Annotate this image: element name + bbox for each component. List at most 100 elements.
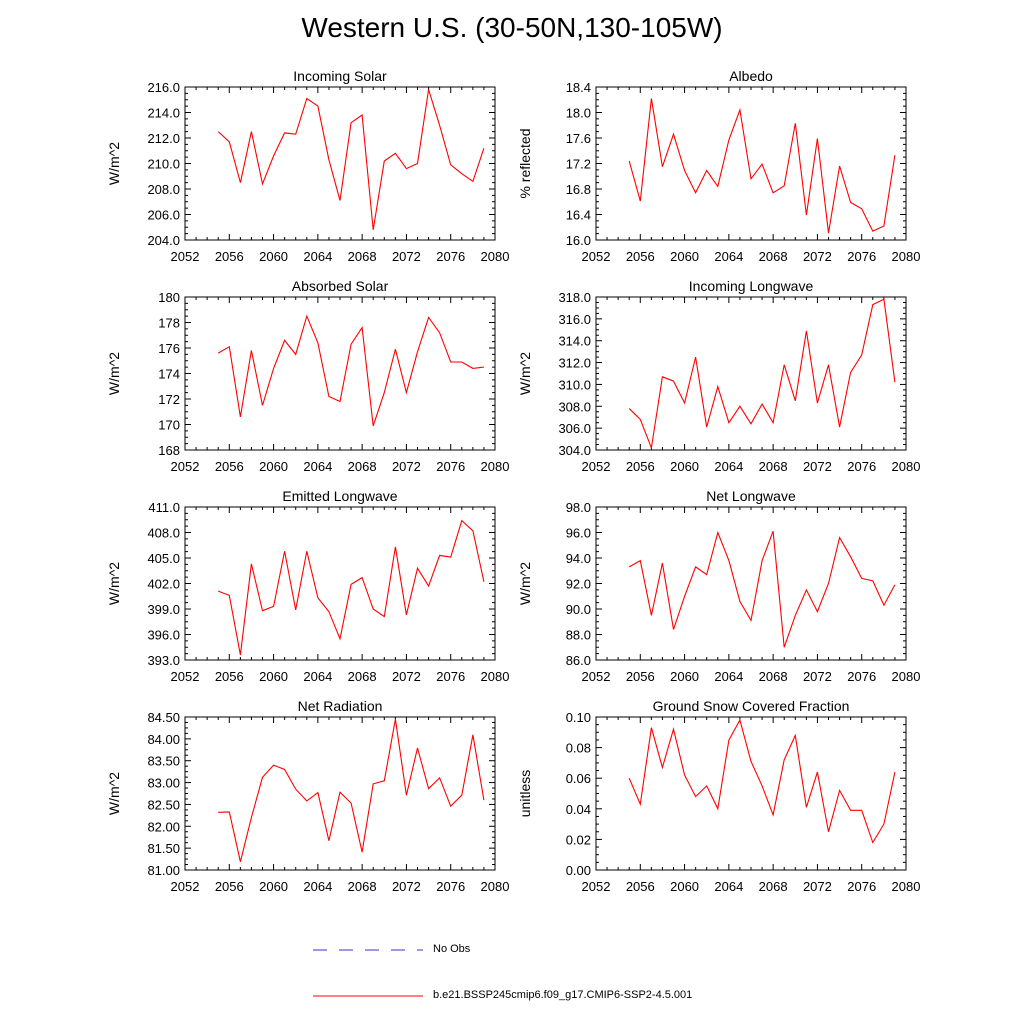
y-tick-label: 405.0 — [147, 551, 180, 566]
legend-label: b.e21.BSSP245cmip6.f09_g17.CMIP6-SSP2-4.… — [433, 989, 693, 1001]
x-tick-label: 2056 — [626, 879, 655, 894]
y-tick-label: 82.50 — [147, 797, 180, 812]
y-tick-label: 88.0 — [566, 628, 591, 643]
y-tick-label: 212.0 — [147, 131, 180, 146]
x-tick-label: 2068 — [348, 249, 377, 264]
plot-frame — [595, 716, 907, 871]
y-tick-label: 0.02 — [566, 832, 591, 847]
plot-frame — [595, 506, 907, 661]
y-axis-label: W/m^2 — [106, 562, 122, 605]
y-tick-label: 0.10 — [566, 710, 591, 725]
chart-panel: 2052 2056 2060 2064 2068 2072 2076 2080 16.0 16.4… — [517, 68, 920, 264]
x-tick-label: 2060 — [259, 669, 288, 684]
y-axis-label: W/m^2 — [517, 562, 533, 605]
y-tick-label: 312.0 — [558, 356, 591, 371]
y-tick-label: 206.0 — [147, 208, 180, 223]
x-tick-label: 2072 — [392, 669, 421, 684]
x-tick-label: 2072 — [803, 249, 832, 264]
x-tick-label: 2068 — [759, 879, 788, 894]
y-axis-label: % reflected — [517, 128, 533, 198]
x-tick-label: 2072 — [392, 879, 421, 894]
x-tick-label: 2068 — [348, 879, 377, 894]
x-tick-label: 2064 — [714, 459, 743, 474]
y-tick-label: 216.0 — [147, 80, 180, 95]
x-tick-label: 2060 — [259, 459, 288, 474]
x-tick-label: 2080 — [892, 249, 921, 264]
plot-frame — [595, 86, 907, 241]
x-tick-label: 2080 — [481, 879, 510, 894]
x-tick-label: 2052 — [171, 459, 200, 474]
y-tick-label: 92.0 — [566, 577, 591, 592]
y-tick-label: 310.0 — [558, 377, 591, 392]
x-tick-label: 2076 — [436, 879, 465, 894]
y-tick-label: 318.0 — [558, 290, 591, 305]
plot-frame — [595, 296, 907, 451]
y-tick-label: 393.0 — [147, 653, 180, 668]
series-line — [628, 530, 896, 648]
y-tick-label: 0.04 — [566, 802, 591, 817]
x-tick-label: 2060 — [670, 459, 699, 474]
y-tick-label: 168 — [158, 443, 180, 458]
plot-frame — [184, 296, 496, 451]
y-tick-label: 81.50 — [147, 841, 180, 856]
y-tick-label: 84.50 — [147, 710, 180, 725]
x-tick-label: 2068 — [759, 669, 788, 684]
y-tick-label: 18.0 — [566, 106, 591, 121]
y-tick-label: 16.4 — [566, 208, 591, 223]
x-tick-label: 2072 — [392, 459, 421, 474]
y-tick-label: 396.0 — [147, 628, 180, 643]
y-tick-label: 408.0 — [147, 526, 180, 541]
y-tick-label: 84.00 — [147, 732, 180, 747]
legend-item-no-obs: No Obs — [0, 940, 1024, 960]
y-tick-label: 204.0 — [147, 233, 180, 248]
x-tick-label: 2056 — [215, 459, 244, 474]
x-tick-label: 2060 — [259, 879, 288, 894]
x-tick-label: 2076 — [436, 669, 465, 684]
x-tick-label: 2076 — [847, 879, 876, 894]
x-tick-label: 2076 — [847, 669, 876, 684]
x-tick-label: 2068 — [759, 249, 788, 264]
x-tick-label: 2080 — [481, 459, 510, 474]
x-tick-label: 2056 — [626, 249, 655, 264]
x-tick-label: 2064 — [714, 669, 743, 684]
y-tick-label: 17.6 — [566, 131, 591, 146]
x-tick-label: 2060 — [670, 669, 699, 684]
y-axis-label: W/m^2 — [106, 772, 122, 815]
series-line — [217, 89, 485, 230]
x-tick-label: 2076 — [436, 459, 465, 474]
x-tick-label: 2052 — [582, 249, 611, 264]
y-axis-label: W/m^2 — [517, 352, 533, 395]
x-tick-label: 2052 — [582, 669, 611, 684]
x-tick-label: 2080 — [892, 669, 921, 684]
panel-title: Emitted Longwave — [282, 488, 397, 504]
y-tick-label: 0.08 — [566, 741, 591, 756]
x-tick-label: 2064 — [714, 879, 743, 894]
y-tick-label: 17.2 — [566, 157, 591, 172]
y-axis-label: unitless — [517, 770, 533, 817]
page-title: Western U.S. (30-50N,130-105W) — [301, 12, 723, 43]
x-tick-label: 2052 — [582, 879, 611, 894]
y-tick-label: 399.0 — [147, 602, 180, 617]
y-tick-label: 208.0 — [147, 182, 180, 197]
panel-title: Albedo — [729, 68, 773, 84]
series-line — [628, 298, 896, 450]
y-axis-label: W/m^2 — [106, 352, 122, 395]
x-tick-label: 2056 — [626, 459, 655, 474]
x-tick-label: 2052 — [171, 669, 200, 684]
x-tick-label: 2080 — [892, 459, 921, 474]
legend-swatch-dashed — [313, 949, 423, 951]
series-line — [218, 719, 485, 862]
x-tick-label: 2064 — [303, 879, 332, 894]
panel-title: Incoming Solar — [293, 68, 387, 84]
y-tick-label: 98.0 — [566, 500, 591, 515]
y-tick-label: 94.0 — [566, 551, 591, 566]
y-tick-label: 180 — [158, 290, 180, 305]
y-tick-label: 176 — [158, 341, 180, 356]
x-tick-label: 2076 — [847, 249, 876, 264]
y-tick-label: 210.0 — [147, 157, 180, 172]
series-line — [628, 718, 896, 844]
y-tick-label: 90.0 — [566, 602, 591, 617]
panel-title: Net Longwave — [706, 488, 796, 504]
legend-label: No Obs — [433, 943, 471, 955]
